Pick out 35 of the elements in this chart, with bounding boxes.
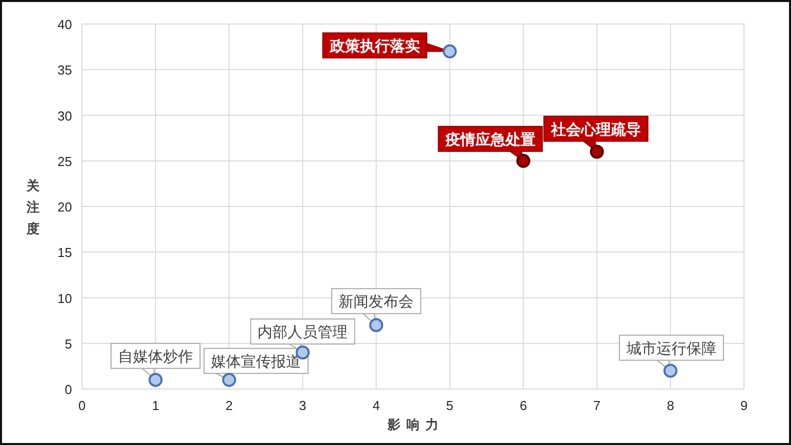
- annotation: 自媒体炒作: [118, 348, 194, 366]
- y-tick-label: 30: [58, 108, 72, 124]
- x-tick-label: 4: [372, 398, 380, 413]
- annotation: 疫情应急处置: [444, 130, 536, 148]
- annotation: 社会心理疏导: [550, 120, 641, 138]
- annotation: 政策执行落实: [328, 36, 420, 55]
- annotation: 媒体宣传报道: [211, 353, 302, 370]
- x-tick-label: 3: [299, 398, 306, 413]
- x-tick-label: 7: [593, 398, 601, 413]
- x-tick-label: 8: [666, 398, 674, 413]
- y-tick-label: 40: [58, 17, 72, 32]
- annotation: 城市运行保障: [625, 340, 716, 358]
- y-axis-title: 关注度: [26, 178, 40, 236]
- x-tick-label: 5: [446, 398, 454, 413]
- x-tick-label: 2: [225, 398, 233, 413]
- point: [590, 144, 604, 159]
- y-tick-label: 5: [64, 336, 72, 352]
- y-tick-label: 20: [58, 200, 72, 214]
- point: [222, 372, 236, 387]
- y-tick-label: 35: [58, 62, 72, 78]
- point: [148, 372, 163, 387]
- x-tick-label: 1: [152, 398, 160, 413]
- y-tick-label: 0: [64, 382, 72, 397]
- point: [369, 318, 384, 332]
- y-tick-label: 15: [58, 245, 72, 260]
- point: [663, 364, 678, 378]
- x-tick-label: 0: [78, 398, 86, 413]
- y-tick-label: 25: [58, 154, 72, 169]
- annotation: 内部人员管理: [258, 324, 348, 341]
- annotation: 新闻发布会: [338, 294, 414, 311]
- x-axis-title: 影响力: [386, 417, 444, 432]
- x-tick-label: 6: [520, 398, 527, 413]
- y-tick-label: 10: [58, 290, 72, 306]
- x-tick-label: 9: [740, 398, 748, 413]
- point: [516, 154, 530, 168]
